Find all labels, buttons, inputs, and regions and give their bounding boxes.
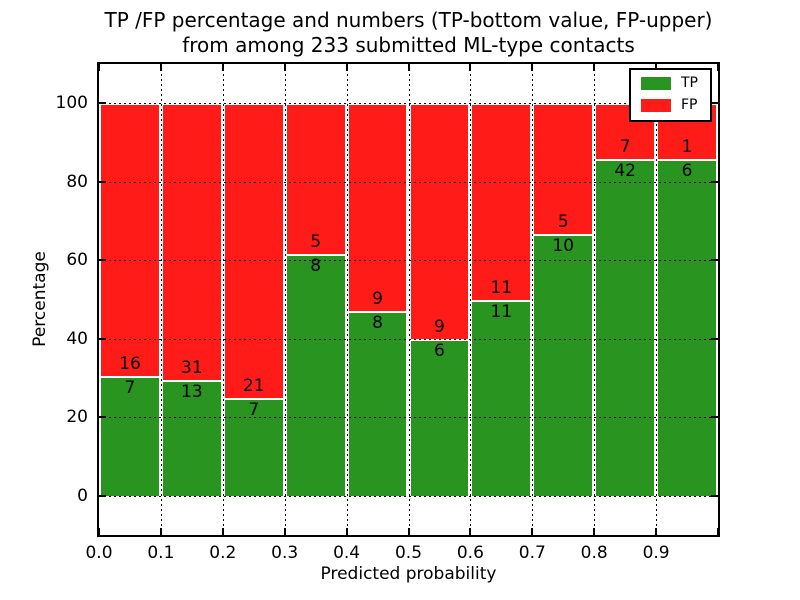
tp-bar-segment xyxy=(222,397,285,496)
tp-bar-segment xyxy=(284,254,347,496)
x-tick-label: 0.8 xyxy=(580,543,608,563)
fp-legend-label: FP xyxy=(681,97,698,113)
y-tick-label: 0 xyxy=(77,485,88,506)
bar-group xyxy=(470,103,533,496)
chart-title: TP /FP percentage and numbers (TP-bottom… xyxy=(97,8,720,58)
y-tick-label: 100 xyxy=(55,93,88,114)
x-tick-label: 0.9 xyxy=(642,543,670,563)
fp-bar-segment xyxy=(99,103,161,377)
tp-bar-segment xyxy=(408,338,471,496)
y-tick-label: 80 xyxy=(66,171,88,192)
plot-area: 16 7 31 13 21 7 5 8 9 8 9 6 11 11 5 10 7 42 1 6 TP FP xyxy=(97,62,720,537)
x-tick-label: 0.4 xyxy=(333,543,361,563)
legend-entry-fp: FP xyxy=(641,98,698,113)
tp-bar-segment xyxy=(656,159,718,496)
bar-group xyxy=(346,103,409,496)
bar-group xyxy=(532,103,595,496)
bar-group xyxy=(594,103,657,496)
x-tick-label: 0.6 xyxy=(456,543,484,563)
tp-bar-segment xyxy=(346,311,409,496)
chart-title-line1: TP /FP percentage and numbers (TP-bottom… xyxy=(104,8,713,32)
bar-group xyxy=(99,103,161,496)
bar-group xyxy=(656,103,718,496)
fp-bar-segment xyxy=(532,103,595,235)
chart-title-line2: from among 233 submitted ML-type contact… xyxy=(182,33,635,57)
x-tick-label: 0.1 xyxy=(147,543,175,563)
bar-group xyxy=(160,103,223,496)
x-tick-label: 0.0 xyxy=(85,543,113,563)
tp-bar-segment xyxy=(470,299,533,496)
y-tick-label: 40 xyxy=(66,328,88,349)
fp-bar-segment xyxy=(346,103,409,312)
y-tick-label: 60 xyxy=(66,250,88,271)
fp-bar-segment xyxy=(284,103,347,255)
x-axis-label: Predicted probability xyxy=(320,564,497,584)
bar-group xyxy=(222,103,285,496)
tp-bar-segment xyxy=(532,234,595,496)
fp-bar-segment xyxy=(222,103,285,398)
x-tick-label: 0.3 xyxy=(271,543,299,563)
x-tick-label: 0.7 xyxy=(518,543,546,563)
fp-legend-swatch xyxy=(641,99,671,112)
tp-legend-swatch xyxy=(641,77,671,90)
fp-bar-segment xyxy=(408,103,471,339)
x-tick-label: 0.5 xyxy=(394,543,423,563)
tp-bar-segment xyxy=(594,159,657,496)
bar-group xyxy=(408,103,471,496)
tp-bar-segment xyxy=(99,376,161,496)
tp-legend-label: TP xyxy=(681,75,698,91)
bar-group xyxy=(284,103,347,496)
fp-bar-segment xyxy=(470,103,533,300)
legend-entry-tp: TP xyxy=(641,76,698,91)
x-tick-label: 0.2 xyxy=(209,543,237,563)
tp-bar-segment xyxy=(160,379,223,496)
y-tick-label: 20 xyxy=(66,407,88,428)
fp-bar-segment xyxy=(160,103,223,380)
legend: TP FP xyxy=(629,68,712,122)
bars-layer xyxy=(99,64,718,535)
